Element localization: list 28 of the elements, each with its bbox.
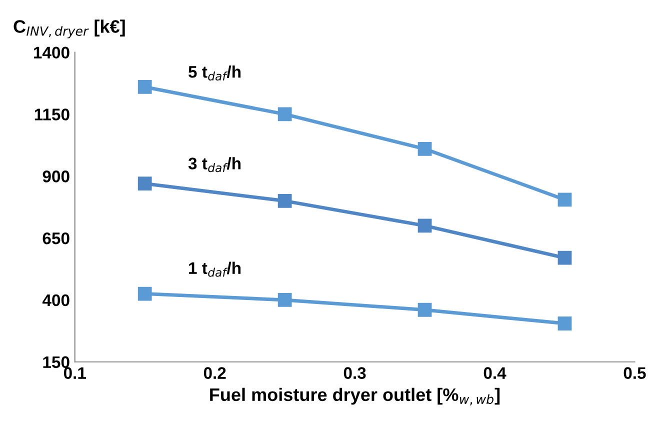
x-tick-label: 0.2 [204,367,226,379]
y-tick-label: 1400 [34,46,70,59]
point [418,142,432,156]
x-tick-label: 0.1 [64,367,86,379]
point [418,218,432,233]
y-tick-label: 900 [42,170,70,182]
point [558,192,572,207]
x-tick-label: 0.3 [344,367,366,380]
point [138,286,152,301]
y-tick-label: 400 [42,294,70,306]
point [138,176,152,191]
point [278,107,292,122]
point [138,80,152,94]
point [558,250,572,265]
x-tick-label: 0.4 [484,367,506,379]
point [278,194,292,208]
point [558,316,572,330]
x-axis-title: Fuel moisture dryer outlet [%$_{w,wb}$] [210,388,500,406]
point [418,302,432,317]
x-tick-label: 0.5 [624,367,646,379]
series-label: 1 t$_{daf}$/h [189,262,241,277]
y-tick-label: 650 [42,232,70,244]
series-label: 5 t$_{daf}$/h [188,66,241,81]
point [278,293,292,307]
y-tick-label: 1150 [34,108,70,120]
y-axis-title: C$_{INV,dryer}$ [k€] [14,20,125,38]
series-label: 3 t$_{daf}$/h [188,157,241,172]
y-tick-label: 150 [43,356,70,368]
